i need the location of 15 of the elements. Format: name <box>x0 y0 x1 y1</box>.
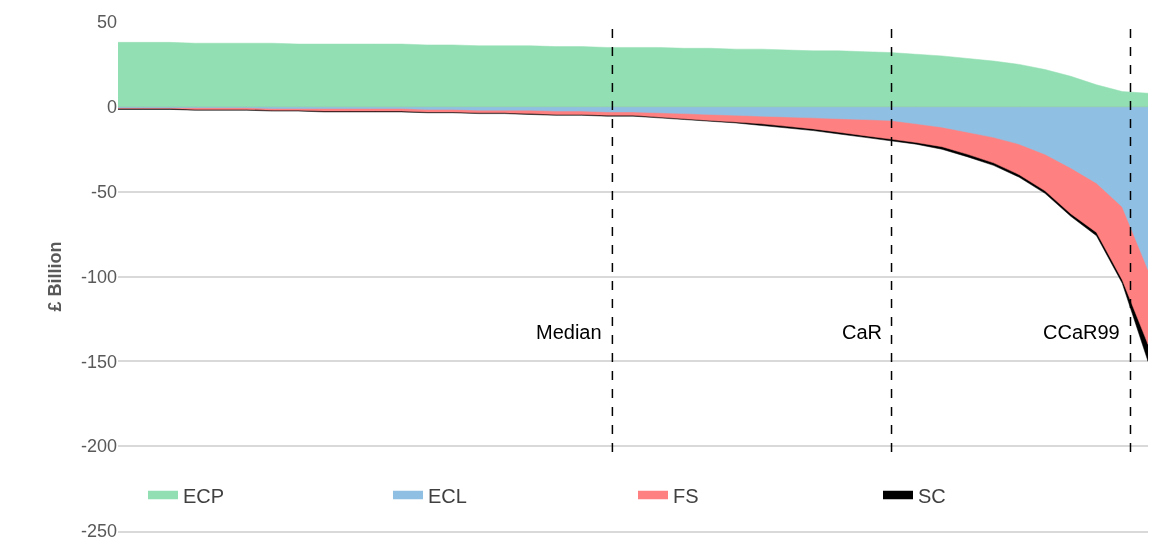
y-tick-label: -150 <box>80 351 117 372</box>
legend-label: ECP <box>183 485 225 508</box>
legend-label: FS <box>673 485 699 508</box>
y-tick-label: 50 <box>96 12 117 33</box>
y-tick-label: -100 <box>80 266 117 287</box>
y-tick-label: -200 <box>80 436 117 457</box>
legend-label: SC <box>918 485 946 508</box>
y-axis-title: £ Billion <box>45 241 66 312</box>
y-tick-label: 0 <box>106 97 117 118</box>
y-tick-label: -250 <box>80 521 117 542</box>
legend-label: ECL <box>428 485 467 508</box>
annotation: CaR <box>842 321 883 343</box>
y-tick-label: -50 <box>90 181 117 202</box>
annotation: CCaR99 <box>1043 321 1120 343</box>
annotation: Median <box>536 321 602 343</box>
